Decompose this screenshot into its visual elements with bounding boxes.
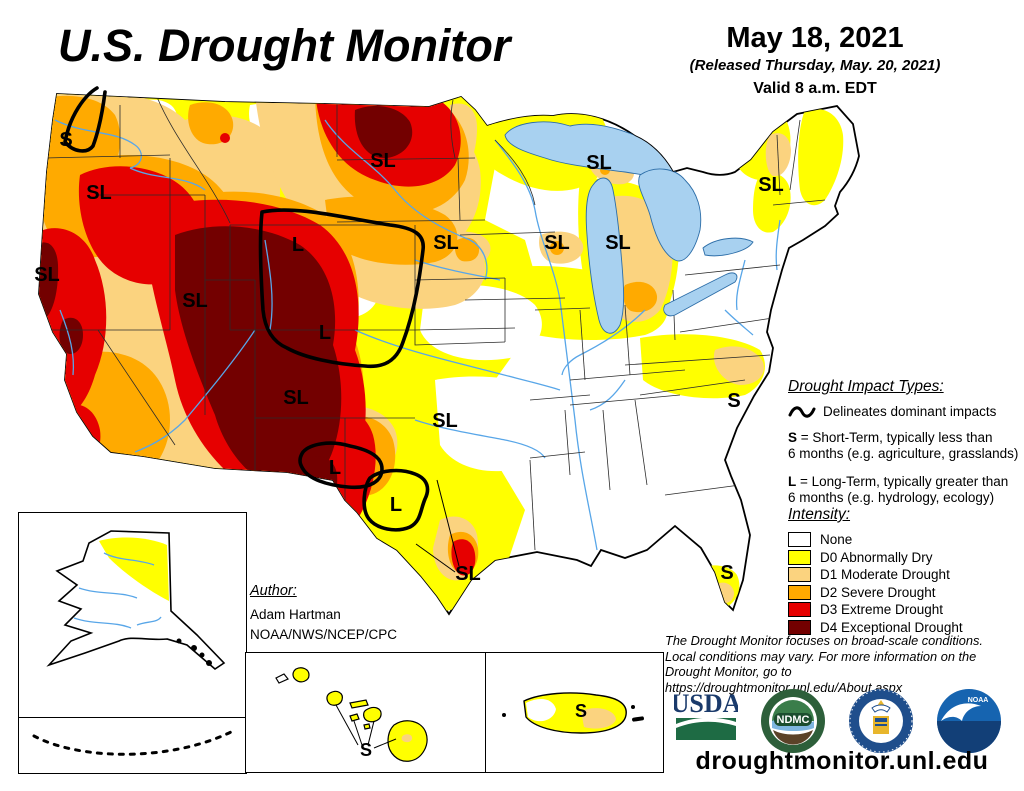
impact-label-l: L (329, 457, 341, 479)
intensity-legend: Intensity: None D0 Abnormally Dry D1 Moder… (788, 506, 1023, 636)
short-term-definition: S = Short-Term, typically less than 6 mo… (788, 429, 1019, 461)
author-org: NOAA/NWS/NCEP/CPC (250, 627, 398, 642)
intensity-swatch (788, 619, 811, 635)
great-lakes (504, 121, 754, 334)
impact-label-s: S (360, 740, 372, 760)
intensity-row: D2 Severe Drought (788, 584, 1023, 602)
map-date: May 18, 2021 (726, 22, 904, 54)
impact-label-sl: SL (544, 232, 570, 254)
impact-label-sl: SL (86, 182, 112, 204)
valid-time: Valid 8 a.m. EDT (753, 80, 877, 97)
intensity-row: D4 Exceptional Drought (788, 619, 1023, 637)
conus-drought-map: S SL SL SL SL L L SL SL SL SL SL SL SL L L SL S S (34, 86, 860, 616)
intensity-label: None (820, 532, 853, 548)
commerce-seal (849, 689, 913, 753)
aleutians-inset (18, 717, 247, 774)
puerto-rico-inset: S (485, 652, 664, 773)
impact-label-sl: SL (370, 150, 396, 172)
impact-labels: S SL SL SL SL L L SL SL SL SL SL SL SL L L SL S S (34, 129, 784, 585)
delineates-label: Delineates dominant impacts (823, 403, 997, 419)
svg-text:NDMC: NDMC (777, 714, 810, 726)
impact-label-sl: SL (586, 152, 612, 174)
impact-label-sl: SL (283, 387, 309, 409)
hawaii-impact-label: S (360, 740, 372, 760)
author-name: Adam Hartman (250, 606, 341, 622)
page-title: U.S. Drought Monitor (58, 20, 511, 71)
long-term-definition: L = Long-Term, typically greater than 6 … (788, 474, 1009, 506)
impact-legend-title: Drought Impact Types: (788, 378, 944, 395)
impact-label-sl: SL (182, 290, 208, 312)
intensity-label: D3 Extreme Drought (820, 602, 944, 618)
intensity-swatch (788, 549, 811, 565)
ndmc-logo: NDMC (761, 689, 825, 753)
noaa-logo: NOAA (937, 689, 1001, 753)
impact-label-sl: SL (758, 174, 784, 196)
svg-text:NOAA: NOAA (968, 697, 989, 704)
impact-delineation-lines (63, 86, 430, 532)
callout-lines (415, 479, 460, 573)
date-block: May 18, 2021 (Released Thursday, May. 20… (660, 22, 970, 98)
intensity-label: D2 Severe Drought (820, 584, 936, 600)
intensity-swatch (788, 584, 811, 600)
intensity-legend-title: Intensity: (788, 506, 851, 523)
impact-label-l: L (292, 234, 304, 256)
alaska-inset (18, 512, 247, 719)
aleutian-island-chain (32, 730, 233, 756)
agency-logos: USDA NDMC NOAA (672, 688, 1022, 753)
release-date: (Released Thursday, May. 20, 2021) (689, 57, 941, 74)
hawaii-inset: S (245, 652, 487, 773)
impact-label-l: L (319, 322, 331, 344)
intensity-swatch (788, 567, 811, 583)
author-title: Author: (250, 583, 297, 599)
hawaii-callout-lines (335, 704, 397, 749)
site-url: droughtmonitor.unl.edu (695, 747, 989, 775)
svg-text:USDA: USDA (674, 689, 738, 718)
intensity-swatch (788, 602, 811, 618)
impact-types-legend: Drought Impact Types: Delineates dominan… (788, 378, 1023, 519)
impact-label-sl: SL (433, 232, 459, 254)
squiggle-icon (788, 406, 816, 418)
impact-label-s: S (575, 701, 587, 721)
footer-disclaimer: The Drought Monitor focuses on broad-sca… (665, 633, 983, 695)
impact-label-s: S (59, 129, 72, 151)
usda-logo: USDA (674, 689, 738, 740)
puerto-rico-impact-label: S (575, 701, 587, 721)
intensity-rows: None D0 Abnormally Dry D1 Moderate Drought… (788, 531, 1023, 636)
intensity-row: D1 Moderate Drought (788, 566, 1023, 584)
impact-label-sl: SL (432, 410, 458, 432)
impact-label-sl: SL (605, 232, 631, 254)
intensity-row: None (788, 531, 1023, 549)
state-boundaries (39, 96, 826, 551)
rivers (54, 119, 781, 551)
impact-label-s: S (720, 562, 733, 584)
impact-label-sl: SL (34, 264, 60, 286)
impact-label-sl: SL (455, 563, 481, 585)
author-block: Author: Adam Hartman NOAA/NWS/NCEP/CPC (250, 581, 397, 645)
intensity-row: D0 Abnormally Dry (788, 549, 1023, 567)
intensity-label: D4 Exceptional Drought (820, 619, 963, 635)
impact-label-l: L (390, 494, 402, 516)
intensity-swatch (788, 532, 811, 548)
alaska-panhandle-islands (176, 638, 212, 666)
alaska-outline (46, 530, 226, 671)
impact-label-s: S (727, 390, 740, 412)
intensity-label: D0 Abnormally Dry (820, 549, 933, 565)
intensity-row: D3 Extreme Drought (788, 601, 1023, 619)
intensity-label: D1 Moderate Drought (820, 567, 950, 583)
